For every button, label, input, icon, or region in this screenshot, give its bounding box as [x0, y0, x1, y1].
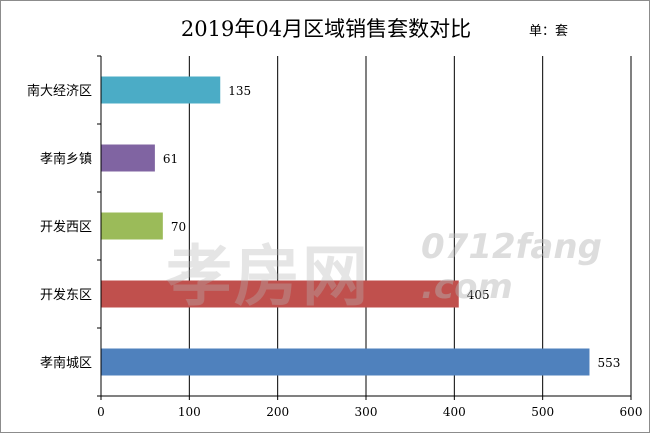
bar-3 — [101, 212, 163, 240]
value-label: 553 — [597, 356, 620, 370]
bar-5 — [101, 348, 590, 376]
category-label: 开发东区 — [40, 287, 92, 303]
value-label: 135 — [228, 84, 251, 98]
x-tick-label: 300 — [355, 405, 378, 419]
value-label: 70 — [171, 220, 186, 234]
category-label: 孝南城区 — [40, 355, 92, 371]
x-tick-label: 100 — [178, 405, 201, 419]
category-label: 孝南乡镇 — [40, 151, 92, 167]
x-tick-label: 400 — [443, 405, 466, 419]
category-label: 开发西区 — [40, 219, 92, 235]
value-label: 61 — [163, 152, 178, 166]
x-tick-label: 0 — [97, 405, 105, 419]
chart-title: 2019年04月区域销售套数对比 — [180, 17, 472, 41]
x-tick-label: 500 — [531, 405, 554, 419]
x-tick-label: 200 — [266, 405, 289, 419]
value-label: 405 — [467, 288, 490, 302]
bar-1 — [101, 76, 221, 104]
category-label: 南大经济区 — [27, 83, 92, 99]
bar-2 — [101, 144, 155, 172]
x-tick-label: 600 — [620, 405, 643, 419]
bar-4 — [101, 280, 459, 308]
unit-label: 单：套 — [529, 24, 569, 39]
